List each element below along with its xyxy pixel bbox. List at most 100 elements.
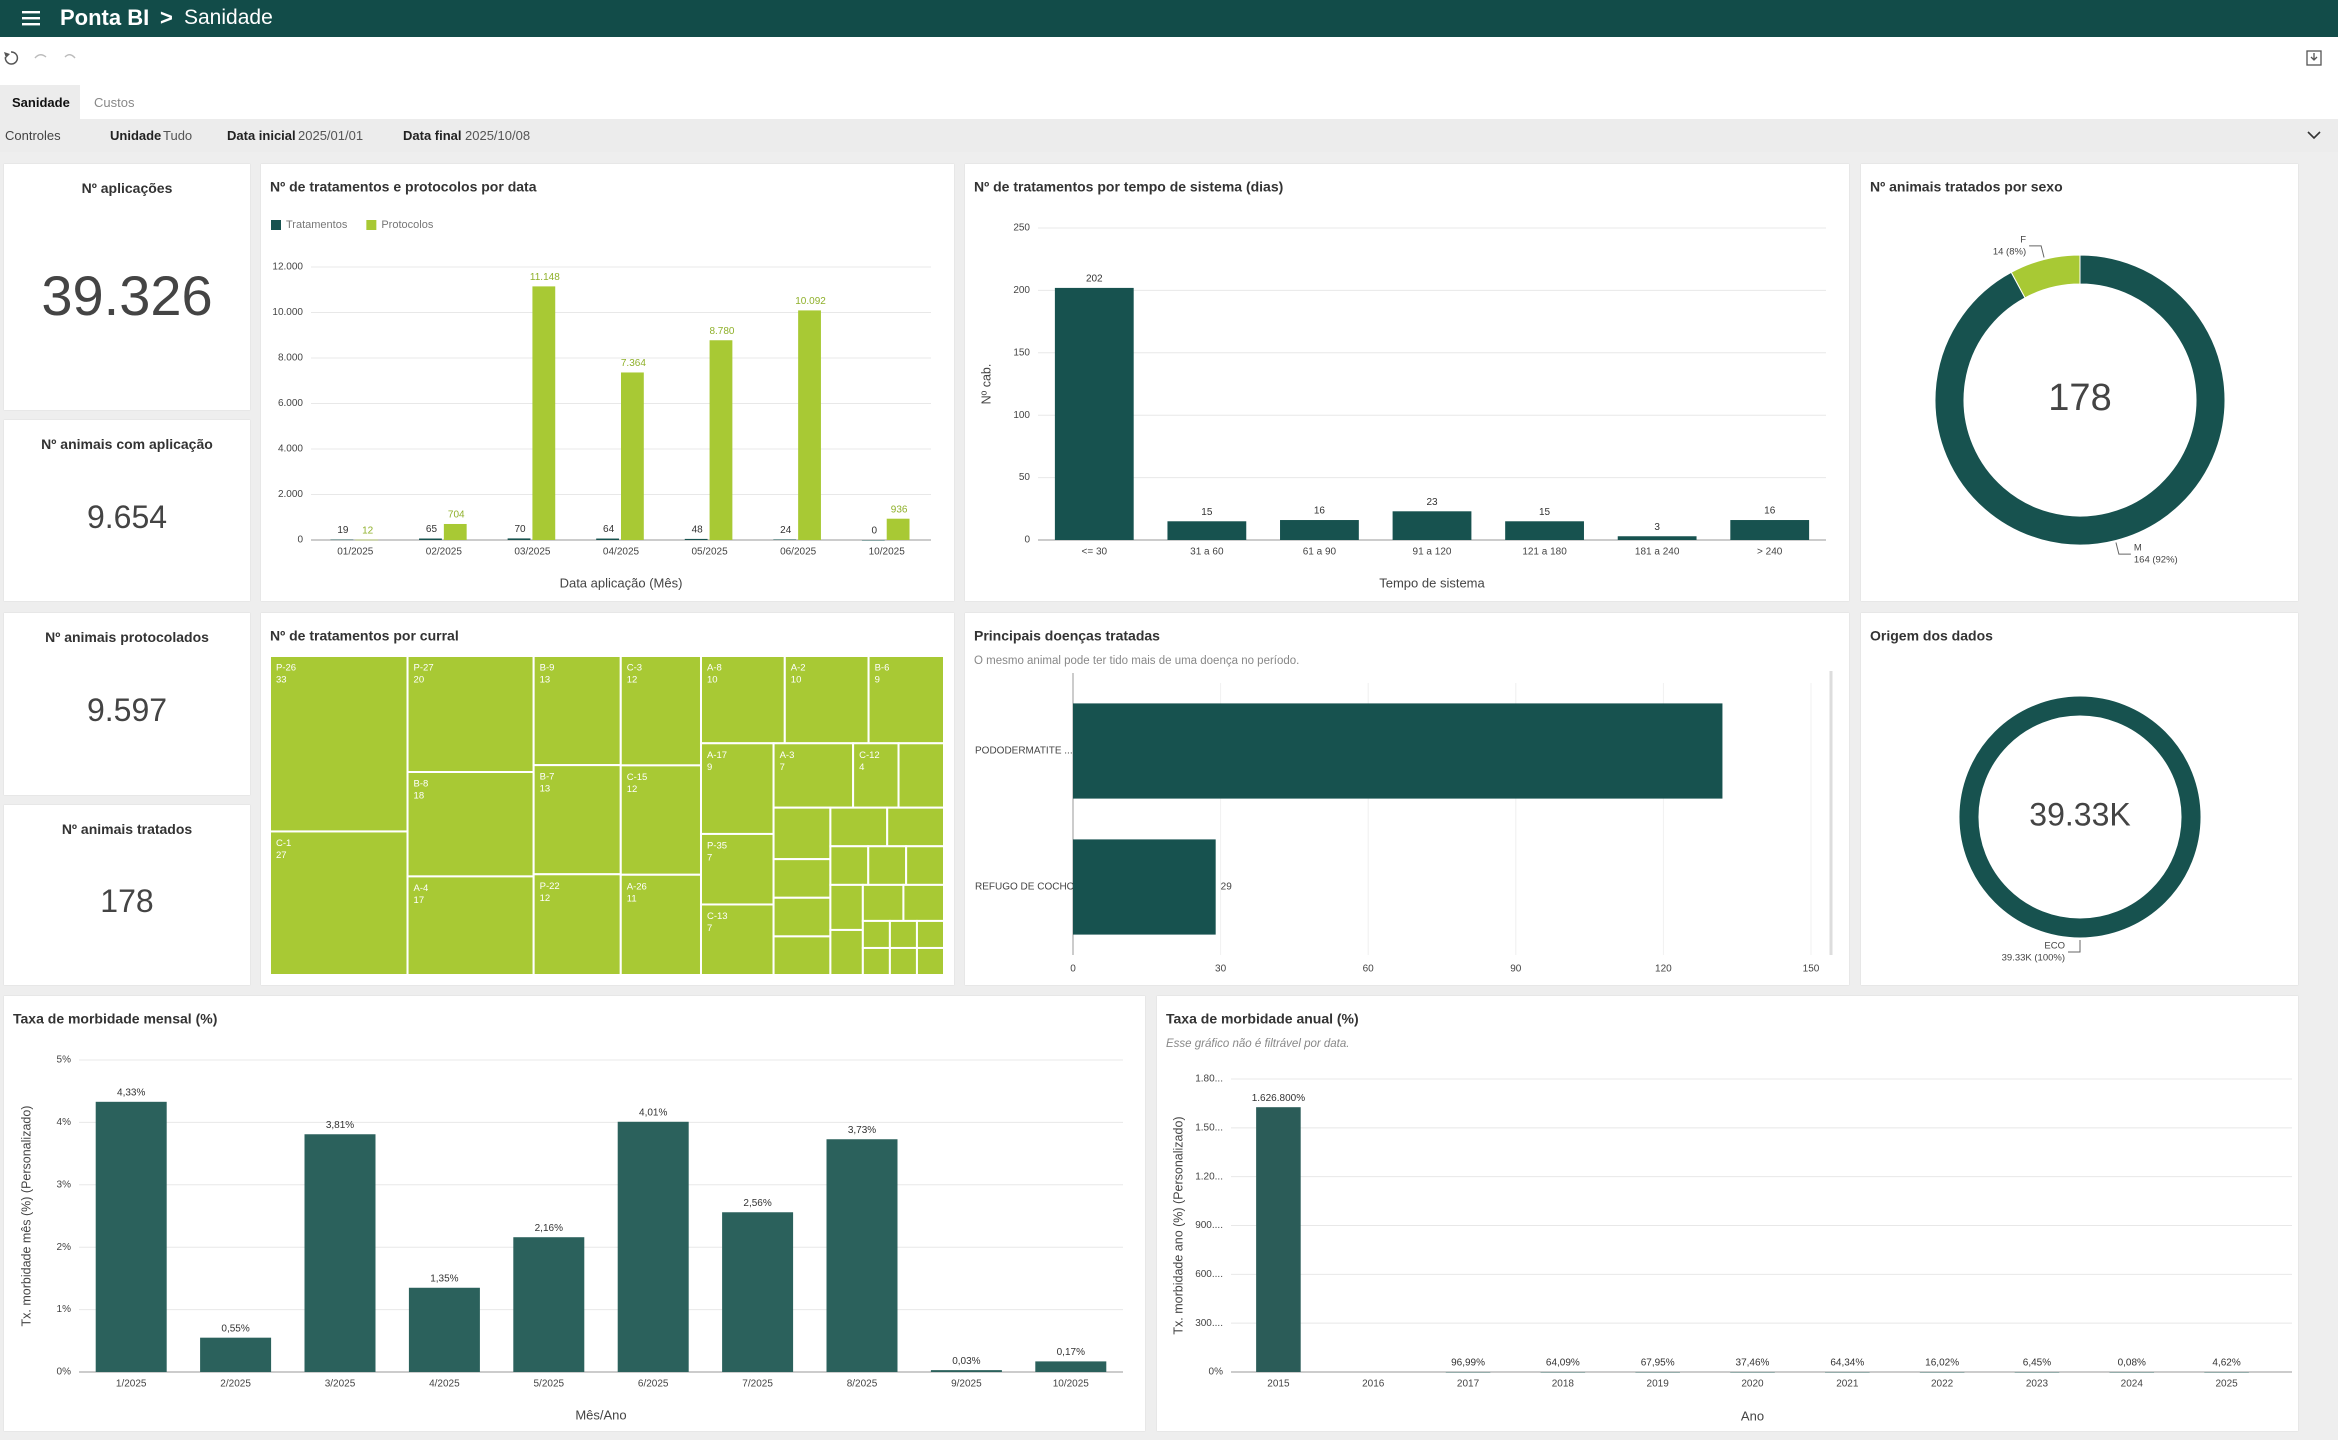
leader-line [2029, 245, 2045, 258]
bar [1635, 1371, 1680, 1373]
value-label: 7.364 [621, 358, 646, 369]
treemap-cell [888, 919, 918, 949]
cell-value: 7 [780, 762, 785, 773]
donut-slice [1958, 695, 2202, 939]
treemap-cell [772, 858, 832, 899]
treemap-cell [699, 903, 775, 977]
bar [1392, 511, 1472, 540]
cell-label: P-35 [707, 840, 727, 851]
value-label: 24 [780, 525, 792, 536]
chart: Nº de tratamentos por curralP-2633C-127P… [269, 628, 946, 977]
tab-active[interactable]: Sanidade [12, 95, 70, 110]
x-tick-label: 03/2025 [514, 547, 551, 558]
bar [684, 538, 708, 540]
filter-value[interactable]: 2025/10/08 [465, 128, 531, 143]
cell-label: A-4 [414, 883, 429, 894]
value-label: 64,34% [1830, 1358, 1864, 1369]
filter-value[interactable]: 2025/01/01 [298, 128, 364, 143]
panel: Principais doenças tratadas O mesmo anima… [965, 613, 1849, 985]
panel: Nº animais protocolados 9.597 [4, 613, 250, 795]
chart-title: Taxa de morbidade anual (%) [1166, 1011, 1359, 1027]
donut-center-label: 39.33K [2029, 796, 2130, 832]
cell-label: A-8 [707, 663, 722, 674]
chart: Nº de tratamentos por tempo de sistema (… [974, 179, 1826, 590]
x-tick-label: 2020 [1741, 1379, 1764, 1390]
x-tick-label: 05/2025 [691, 547, 728, 558]
menu-icon[interactable] [22, 11, 40, 26]
y-tick-label: PODODERMATITE ... [975, 746, 1073, 757]
donut-slice [1934, 254, 2226, 546]
cell-value: 17 [414, 895, 425, 906]
value-label: 96,99% [1451, 1358, 1485, 1369]
x-tick-label: 2023 [2026, 1379, 2049, 1390]
value-label: 2,16% [535, 1223, 563, 1234]
cell-value: 27 [276, 850, 287, 861]
treemap-cell [269, 655, 409, 833]
undo-redo-icons[interactable] [2, 49, 82, 67]
chart-title: Nº de tratamentos e protocolos por data [270, 179, 537, 195]
y-tick-label: 1.20... [1195, 1171, 1223, 1182]
x-tick-label: 10/2025 [869, 547, 906, 558]
bar [200, 1337, 272, 1372]
cell-value: 7 [707, 852, 712, 863]
bar [1035, 1361, 1107, 1372]
bar [1730, 1371, 1775, 1373]
x-tick-label: 3/2025 [325, 1379, 356, 1390]
filter-label[interactable]: Data inicial [227, 128, 296, 143]
x-axis-title: Data aplicação (Mês) [560, 575, 683, 590]
x-tick-label: 91 a 120 [1413, 547, 1452, 558]
value-label: 3 [1654, 522, 1660, 533]
chart-title: Taxa de morbidade mensal (%) [13, 1011, 217, 1027]
x-tick-label: 2019 [1647, 1379, 1670, 1390]
slice-label: ECO [2044, 941, 2065, 952]
value-label: 1.626.800% [1252, 1093, 1305, 1104]
treemap-cell [772, 806, 832, 861]
filter-value[interactable]: Tudo [163, 128, 193, 143]
bar [798, 310, 821, 540]
cell-label: P-27 [414, 663, 434, 674]
cell-label: B-7 [540, 772, 555, 783]
cell-value: 18 [414, 791, 425, 802]
y-axis-title: Nº cab. [979, 364, 993, 405]
bar [596, 538, 619, 540]
cell-label: A-17 [707, 750, 727, 761]
panel: Nº animais tratados por sexo F 14 (8%) M 164… [1861, 164, 2298, 601]
legend-label: Protocolos [381, 219, 433, 231]
y-tick-label: 0 [1024, 535, 1030, 546]
controls-title[interactable]: Controles [5, 128, 61, 143]
cell-value: 11 [627, 893, 637, 904]
y-tick-label: 8.000 [278, 353, 303, 364]
y-tick-label: 4.000 [278, 444, 303, 455]
y-tick-label: 100 [1013, 410, 1030, 421]
collapse-icon[interactable] [2306, 129, 2322, 141]
treemap-cell [829, 806, 889, 848]
x-tick-label: 30 [1215, 964, 1227, 975]
legend-label: Tratamentos [286, 219, 348, 231]
treemap-cell [886, 806, 946, 848]
cell-value: 33 [276, 675, 287, 686]
y-tick-label: 1% [57, 1304, 72, 1315]
value-label: 8.780 [709, 326, 734, 337]
value-label: 64 [603, 524, 615, 535]
export-icon[interactable] [2306, 50, 2322, 66]
filter-label[interactable]: Data final [403, 128, 462, 143]
value-label: 4,62% [2212, 1358, 2240, 1369]
y-tick-label: 200 [1013, 285, 1030, 296]
treemap-cell [829, 883, 864, 931]
bar [330, 539, 354, 541]
y-tick-label: 1.80... [1195, 1074, 1223, 1085]
bar [861, 540, 885, 541]
tab[interactable]: Custos [94, 95, 135, 110]
value-label: 0,08% [2118, 1358, 2146, 1369]
bar [1825, 1371, 1870, 1373]
bar [532, 286, 556, 540]
treemap-cell [861, 946, 891, 976]
y-tick-label: 5% [57, 1055, 72, 1066]
filter-label[interactable]: Unidade [110, 128, 162, 143]
app-name[interactable]: Ponta BI [60, 5, 150, 30]
legend-swatch [271, 220, 281, 230]
chart: Taxa de morbidade anual (%) Esse gráfico … [1166, 1011, 2292, 1423]
x-tick-label: 2021 [1836, 1379, 1859, 1390]
value-label: 1,35% [430, 1273, 458, 1284]
